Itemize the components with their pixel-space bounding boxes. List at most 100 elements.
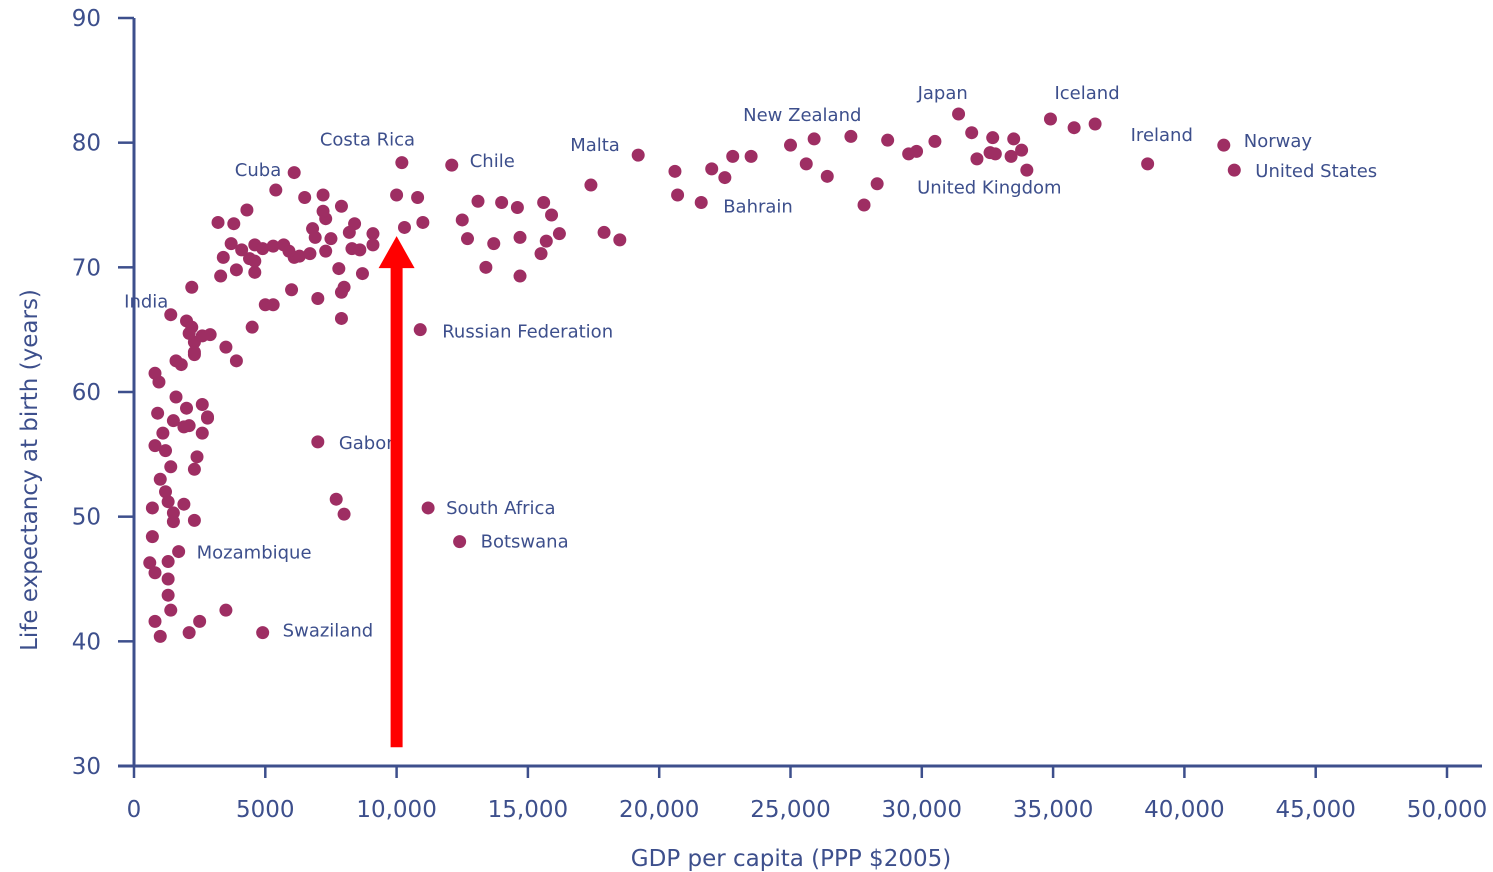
data-point [256, 242, 270, 256]
data-point [513, 230, 527, 244]
data-point [248, 254, 262, 268]
data-point [174, 358, 188, 372]
data-point [1015, 143, 1029, 157]
x-tick-label: 10,000 [356, 797, 436, 823]
data-point [224, 237, 238, 251]
data-point [319, 244, 333, 258]
data-point [545, 208, 559, 222]
data-point-united-states [1227, 163, 1241, 177]
data-point [308, 230, 322, 244]
data-point [266, 298, 280, 312]
x-tick-label: 20,000 [619, 797, 699, 823]
point-label-bahrain: Bahrain [723, 197, 793, 218]
data-point [229, 354, 243, 368]
y-tick-label: 60 [72, 380, 101, 406]
y-axis-ticks: 30 40 50 60 70 80 90 [72, 6, 134, 780]
data-point [334, 199, 348, 213]
data-point [671, 188, 685, 202]
data-point [161, 572, 175, 586]
data-point [455, 213, 469, 227]
point-label-norway: Norway [1244, 131, 1313, 152]
x-tick-label: 35,000 [1013, 797, 1093, 823]
data-point [844, 129, 858, 143]
data-point [187, 462, 201, 476]
data-point [166, 414, 180, 428]
data-point [597, 225, 611, 239]
data-point [471, 194, 485, 208]
data-point [195, 426, 209, 440]
data-point [164, 308, 178, 322]
point-label-india: India [124, 291, 168, 312]
point-label-cuba: Cuba [235, 160, 281, 181]
x-axis-ticks: 0 5000 10,000 15,000 20,000 25,000 30,000 35,00… [127, 766, 1487, 823]
y-tick-label: 80 [72, 131, 101, 157]
data-point [219, 340, 233, 354]
data-point [240, 203, 254, 217]
data-point [201, 410, 215, 424]
data-point [282, 244, 296, 258]
y-tick-label: 40 [72, 629, 101, 655]
data-point-ireland [1141, 157, 1155, 171]
data-point [537, 196, 551, 210]
data-point [182, 626, 196, 640]
data-point [143, 556, 157, 570]
data-point [187, 513, 201, 527]
point-label-united-states: United States [1255, 161, 1377, 182]
data-point [513, 269, 527, 283]
data-point [193, 614, 207, 628]
data-point-swaziland [256, 626, 270, 640]
data-point [227, 217, 241, 231]
data-point-russian-federation [413, 323, 427, 337]
data-point [397, 220, 411, 234]
data-point [203, 328, 217, 342]
data-point [145, 530, 159, 544]
data-point-cuba [269, 183, 283, 197]
point-label-south-africa: South Africa [446, 498, 555, 519]
x-axis-title: GDP per capita (PPP $2005) [631, 846, 951, 872]
point-label-ireland: Ireland [1131, 125, 1193, 146]
x-tick-label: 30,000 [882, 797, 962, 823]
data-point [353, 243, 367, 257]
data-point [495, 196, 509, 210]
x-tick-label: 40,000 [1144, 797, 1224, 823]
data-point [928, 134, 942, 148]
data-point [366, 238, 380, 252]
data-point [303, 247, 317, 261]
data-point [187, 345, 201, 359]
data-point-india [182, 326, 196, 340]
data-point [159, 485, 173, 499]
data-point [965, 126, 979, 140]
point-label-gabon: Gabon [339, 433, 398, 454]
data-point [718, 171, 732, 185]
data-point [214, 269, 228, 283]
data-point-south-africa [421, 501, 435, 515]
data-point [161, 588, 175, 602]
point-label-chile: Chile [470, 151, 515, 172]
data-point [820, 169, 834, 183]
data-point [366, 227, 380, 241]
data-point [180, 401, 194, 415]
data-point [857, 198, 871, 212]
data-point [479, 260, 493, 274]
data-point [329, 492, 343, 506]
point-label-iceland: Iceland [1054, 83, 1119, 104]
data-point [799, 157, 813, 171]
data-point [705, 162, 719, 176]
data-point [416, 215, 430, 229]
data-point [287, 166, 301, 180]
data-point [1088, 117, 1102, 131]
x-tick-label: 15,000 [488, 797, 568, 823]
data-point [195, 397, 209, 411]
data-point [266, 239, 280, 253]
y-tick-label: 90 [72, 6, 101, 32]
data-point [613, 233, 627, 247]
data-point [534, 247, 548, 261]
point-label-japan: Japan [917, 83, 968, 104]
y-tick-label: 50 [72, 505, 101, 531]
data-point [910, 144, 924, 158]
data-point [1020, 163, 1034, 177]
data-points [143, 117, 1102, 643]
labeled-points: Costa Rica Cuba Chile Malta New Zealand Japan… [124, 83, 1377, 642]
data-point [235, 243, 249, 257]
data-point [177, 497, 191, 511]
